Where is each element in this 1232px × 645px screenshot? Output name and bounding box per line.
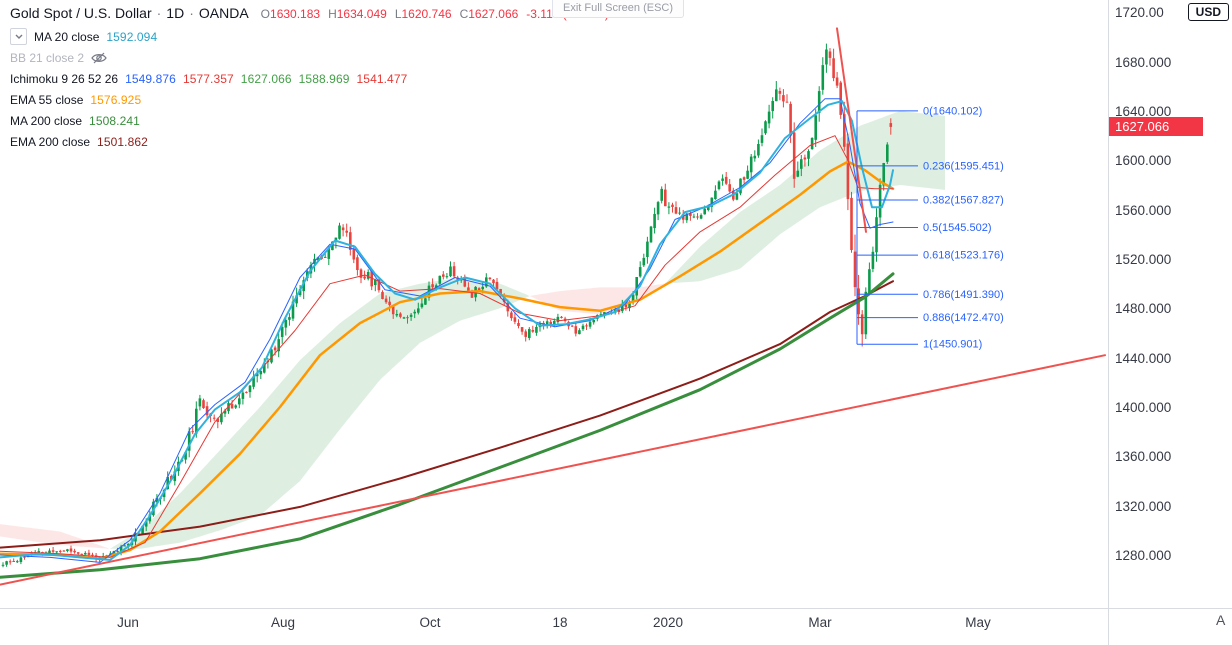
indicator-value: 1588.969: [298, 71, 350, 86]
indicator-legend: MA 20 close 1592.094 BB 21 close 2 Ichimoku…: [10, 26, 609, 152]
time-axis-divider: [0, 608, 1232, 609]
legend: Gold Spot / U.S. Dollar · 1D · OANDA O16…: [10, 5, 609, 152]
indicator-name[interactable]: BB 21 close 2: [10, 50, 85, 65]
ohlc-low-label: L: [394, 7, 402, 21]
ohlc-close-value: 1627.066: [468, 7, 519, 21]
price-axis-label: 1520.000: [1115, 251, 1172, 267]
indicator-name[interactable]: EMA 200 close: [10, 134, 91, 149]
ichimoku-base-line: [0, 135, 894, 558]
price-axis-label: 1360.000: [1115, 449, 1172, 465]
fib-label: 0.618(1523.176): [923, 250, 1004, 262]
indicator-value: 1501.862: [97, 134, 148, 149]
ohlc-low-value: 1620.746: [401, 7, 452, 21]
fib-retracement[interactable]: 0(1640.102) 0.236(1595.451) 0.382(1567.827…: [856, 105, 1004, 351]
fib-label: 0.236(1595.451): [923, 160, 1004, 172]
fib-label: 0.786(1491.390): [923, 289, 1004, 301]
exchange-label: OANDA: [198, 5, 249, 21]
chevron-down-icon: [15, 34, 22, 39]
trendline-peak[interactable]: [836, 27, 867, 233]
separator-dot: ·: [189, 5, 194, 21]
price-axis-label: 1440.000: [1115, 350, 1172, 366]
ohlc-open-value: 1630.183: [270, 7, 321, 21]
ohlc-open: O1630.183: [261, 7, 320, 21]
time-axis[interactable]: Jun Aug Oct 18 2020 Mar May: [0, 609, 1108, 645]
ma20-line: [0, 100, 894, 561]
ohlc-high-label: H: [328, 7, 337, 21]
price-axis-divider: [1108, 0, 1109, 645]
fib-label: 0.382(1567.827): [923, 195, 1004, 207]
trendline-long[interactable]: [0, 354, 1106, 586]
eye-slash-icon[interactable]: [91, 52, 107, 64]
price-axis-label: 1320.000: [1115, 498, 1172, 514]
price-axis[interactable]: USD 1627.066 1720.00 1680.000 1640.000 1600…: [1109, 0, 1232, 608]
ohlc-close-label: C: [459, 7, 469, 21]
price-axis-label: 1480.000: [1115, 301, 1172, 317]
fib-label: 0.5(1545.502): [923, 222, 992, 234]
ohlc-close: C1627.066: [460, 7, 519, 21]
ohlc-open-label: O: [260, 7, 271, 21]
indicator-value: 1549.876: [125, 71, 176, 86]
legend-row[interactable]: MA 20 close 1592.094: [10, 26, 609, 47]
last-price-badge: 1627.066: [1109, 117, 1203, 137]
price-axis-label: 1600.000: [1115, 153, 1172, 169]
symbol-name[interactable]: Gold Spot / U.S. Dollar: [10, 5, 152, 21]
time-axis-label: Oct: [419, 615, 441, 630]
legend-row[interactable]: MA 200 close 1508.241: [10, 110, 609, 131]
indicator-value: 1577.357: [182, 71, 234, 86]
price-axis-label: 1400.000: [1115, 399, 1172, 415]
ohlc-high: H1634.049: [328, 7, 387, 21]
time-axis-label: Aug: [270, 615, 296, 630]
ohlc-high-value: 1634.049: [336, 7, 387, 21]
legend-row[interactable]: BB 21 close 2: [10, 47, 609, 68]
time-axis-label: May: [965, 615, 991, 630]
chart-canvas[interactable]: 0(1640.102) 0.236(1595.451) 0.382(1567.827…: [0, 0, 1108, 608]
indicator-name[interactable]: MA 20 close: [34, 29, 100, 44]
interval-label[interactable]: 1D: [166, 5, 185, 21]
fib-label: 1(1450.901): [923, 339, 982, 351]
collapse-indicators-button[interactable]: [10, 28, 27, 45]
legend-row[interactable]: EMA 200 close 1501.862: [10, 131, 609, 152]
ma200-line: [0, 272, 895, 579]
indicator-value: 1508.241: [89, 113, 140, 128]
indicator-value: 1541.477: [356, 71, 408, 86]
indicator-name[interactable]: EMA 55 close: [10, 92, 84, 107]
legend-row[interactable]: Ichimoku 9 26 52 26 1549.876 1577.357 1627.…: [10, 68, 609, 89]
exit-fullscreen-button[interactable]: Exit Full Screen (ESC): [552, 0, 685, 18]
visibility-toggle[interactable]: [91, 52, 107, 64]
indicator-name[interactable]: MA 200 close: [10, 113, 83, 128]
indicator-value: 1627.066: [240, 71, 292, 86]
separator-dot: ·: [156, 5, 162, 21]
time-axis-label: Mar: [808, 615, 832, 630]
time-axis-label: 18: [552, 615, 568, 630]
ohlc-low: L1620.746: [395, 7, 452, 21]
legend-row[interactable]: EMA 55 close 1576.925: [10, 89, 609, 110]
time-axis-label: Jun: [117, 615, 139, 630]
indicator-value: 1576.925: [90, 92, 142, 107]
symbol-title-row: Gold Spot / U.S. Dollar · 1D · OANDA O16…: [10, 5, 609, 26]
indicator-name[interactable]: Ichimoku 9 26 52 26: [10, 71, 119, 86]
currency-badge[interactable]: USD: [1187, 3, 1229, 21]
fib-label: 0.886(1472.470): [923, 312, 1004, 324]
fib-label: 0(1640.102): [923, 105, 982, 117]
price-axis-label: 1560.000: [1115, 202, 1172, 218]
price-axis-label: 1680.000: [1115, 54, 1172, 70]
price-axis-label: 1720.00: [1115, 5, 1164, 21]
ichimoku-conversion-line: [0, 98, 894, 563]
price-axis-label: 1280.000: [1115, 547, 1172, 563]
price-axis-label: 1640.000: [1115, 103, 1172, 119]
auto-scale-button[interactable]: A: [1216, 612, 1226, 628]
ema200-line: [0, 280, 894, 549]
time-axis-label: 2020: [652, 615, 684, 630]
indicator-value: 1592.094: [106, 29, 158, 44]
